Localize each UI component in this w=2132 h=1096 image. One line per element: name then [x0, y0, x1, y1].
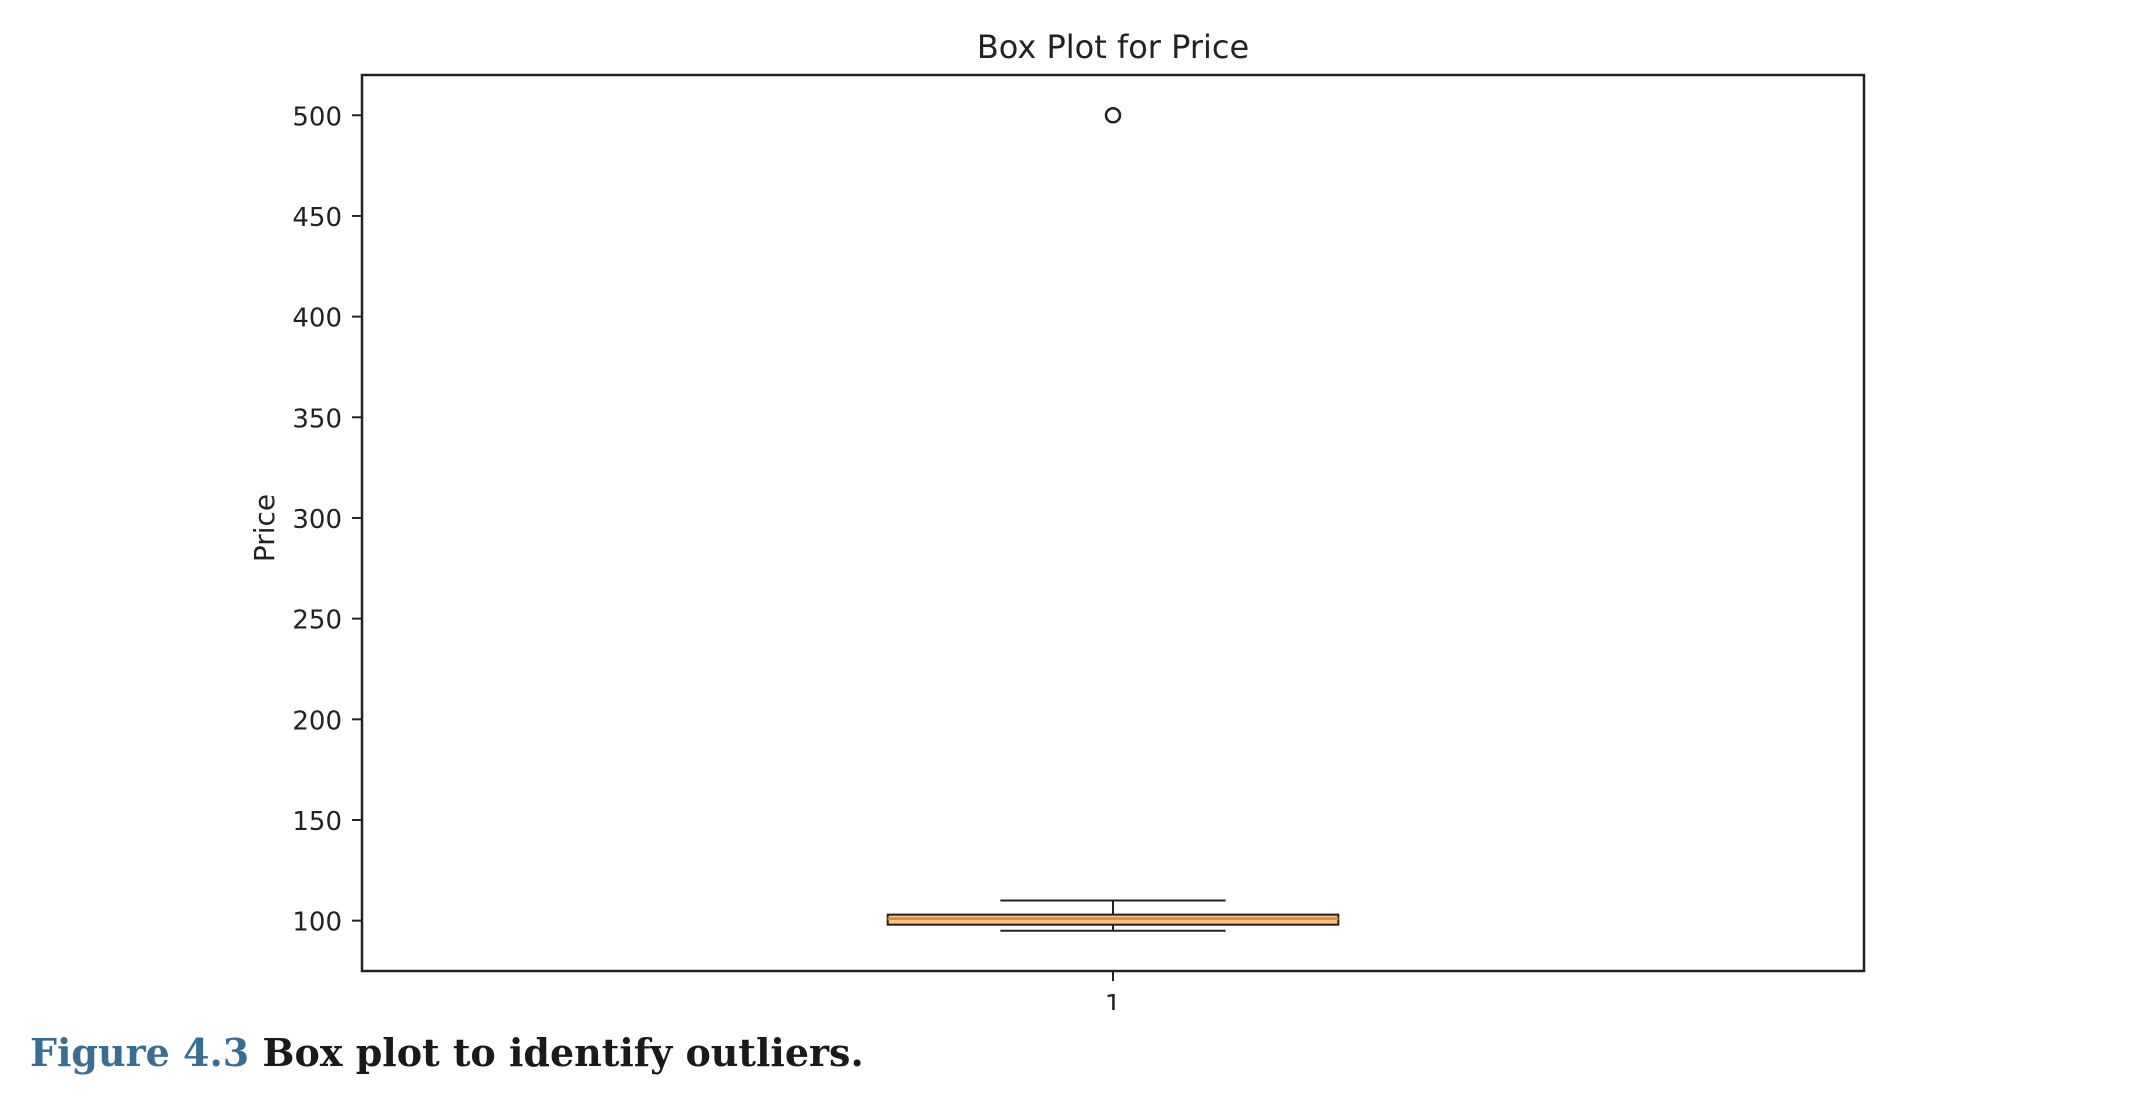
x-axis-ticks: 1 — [1105, 971, 1122, 1010]
figure-caption: Figure 4.3 Box plot to identify outliers… — [30, 1034, 864, 1072]
y-axis-label: Price — [248, 494, 281, 562]
box-plot-chart: Box Plot for Price Price 100 150 200 250 300… — [248, 28, 1866, 1010]
y-tick-label: 200 — [292, 706, 342, 736]
y-axis-ticks: 100 150 200 250 300 350 400 450 500 — [292, 102, 362, 938]
y-tick-label: 350 — [292, 404, 342, 434]
y-tick-label: 450 — [292, 203, 342, 233]
chart-title: Box Plot for Price — [977, 28, 1249, 66]
y-tick-label: 150 — [292, 807, 342, 837]
y-tick-label: 300 — [292, 505, 342, 535]
figure-label: Figure 4.3 — [30, 1030, 250, 1075]
y-tick-label: 400 — [292, 304, 342, 334]
y-tick-label: 500 — [292, 102, 342, 132]
plot-frame — [360, 73, 1866, 973]
figure-caption-text: Box plot to identify outliers. — [262, 1030, 864, 1075]
outlier-point — [1104, 107, 1122, 124]
x-tick-label: 1 — [1105, 990, 1122, 1010]
box-series — [886, 107, 1340, 932]
y-tick-label: 100 — [292, 908, 342, 938]
y-tick-label: 250 — [292, 606, 342, 636]
